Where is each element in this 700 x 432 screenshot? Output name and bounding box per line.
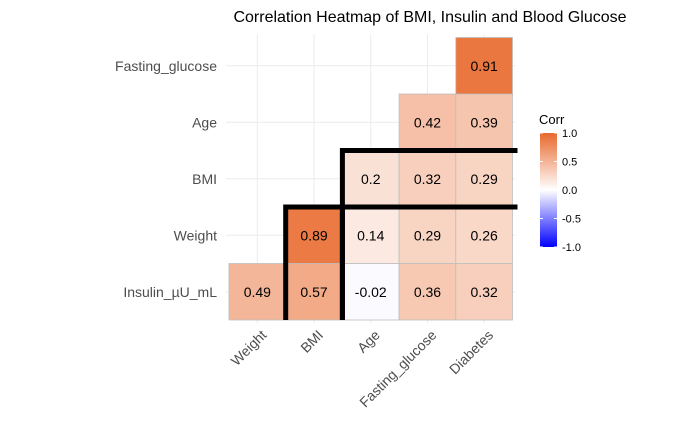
cell-value-label: 0.57 [300, 284, 327, 300]
cell-value-label: -0.02 [355, 284, 387, 300]
y-tick-label: Insulin_µU_mL [123, 284, 217, 300]
heatmap-cell [398, 93, 457, 151]
cell-value-label: 0.2 [361, 171, 381, 187]
y-tick-label: BMI [192, 171, 217, 187]
x-tick-label: Weight [228, 327, 270, 369]
legend-title: Corr [539, 112, 565, 127]
cell-value-label: 0.14 [357, 227, 384, 243]
y-tick-label: Age [192, 114, 217, 130]
cell-value-label: 0.29 [471, 171, 498, 187]
cell-value-labels: 0.49 0.57 -0.02 0.36 0.32 0.89 0.14 0.29 0.26 0.2… [244, 58, 498, 300]
heatmap-cell [398, 150, 457, 208]
heatmap-cell [341, 150, 400, 208]
cell-value-label: 0.89 [300, 227, 327, 243]
cell-value-label: 0.32 [414, 171, 441, 187]
y-tick-label: Fasting_glucose [115, 58, 217, 74]
heatmap-cell [398, 206, 457, 264]
legend-tick-label: 0.0 [562, 185, 577, 197]
heatmap-cell [398, 263, 457, 321]
y-tick-label: Weight [174, 227, 217, 243]
x-tick-label: BMI [297, 327, 326, 356]
heatmap-cell [455, 37, 513, 95]
cell-value-label: 0.49 [244, 284, 271, 300]
legend-ticks: 1.0 0.5 0.0 -0.5 -1.0 [540, 128, 581, 254]
cell-value-label: 0.36 [414, 284, 441, 300]
cell-value-label: 0.26 [471, 227, 498, 243]
heatmap-cells [228, 37, 513, 321]
cell-value-label: 0.29 [414, 227, 441, 243]
highlight-outline [339, 148, 518, 320]
highlight-outlines [283, 148, 518, 320]
chart-title: Correlation Heatmap of BMI, Insulin and … [233, 9, 626, 26]
cell-value-label: 0.39 [471, 114, 498, 130]
cell-value-label: 0.32 [471, 284, 498, 300]
x-tick-label: Age [354, 327, 383, 356]
legend-tick-label: 0.5 [562, 157, 577, 169]
y-axis-tick-labels: Insulin_µU_mL Weight BMI Age Fasting_glucose [115, 58, 217, 300]
heatmap-cell [455, 263, 513, 321]
heatmap-cell [455, 206, 513, 264]
legend-tick-label: 1.0 [562, 128, 577, 140]
cell-value-label: 0.91 [471, 58, 498, 74]
heatmap-cell [341, 206, 400, 264]
heatmap-cell [455, 150, 513, 208]
legend-tick-label: -0.5 [562, 214, 581, 226]
legend-color-bar [540, 133, 557, 247]
x-tick-label: Diabetes [446, 327, 496, 377]
color-legend: Corr 1.0 0.5 0.0 -0.5 -1.0 [539, 112, 581, 254]
legend-tick-label: -1.0 [562, 242, 581, 254]
cell-value-label: 0.42 [414, 114, 441, 130]
